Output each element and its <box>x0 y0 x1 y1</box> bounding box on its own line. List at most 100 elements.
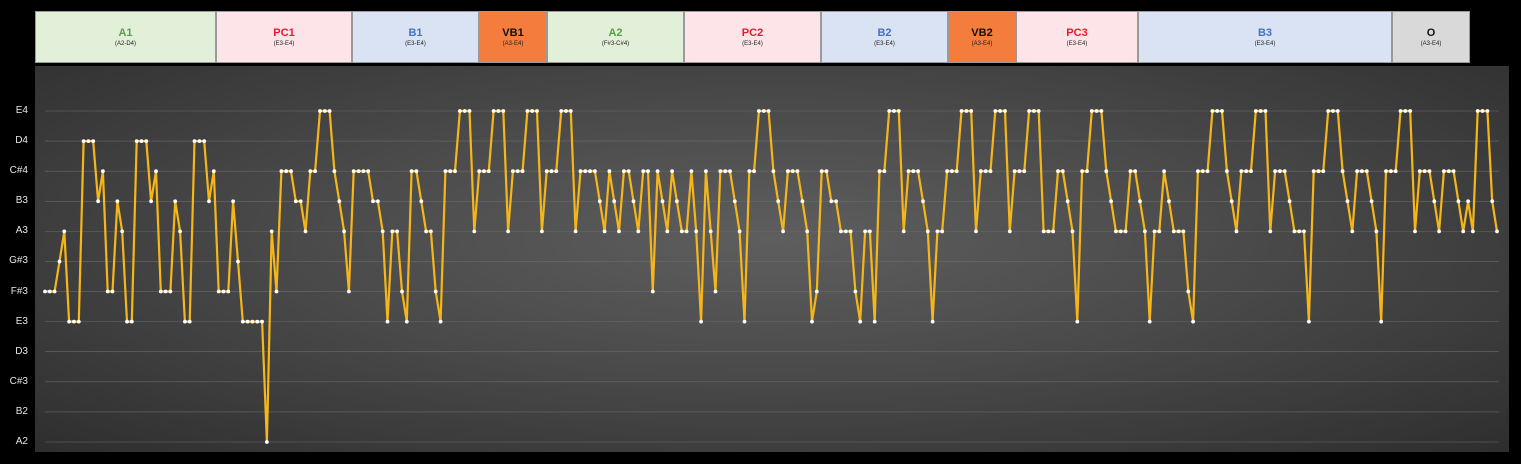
y-tick-label: B2 <box>15 405 28 417</box>
data-point <box>1297 229 1302 234</box>
data-point <box>269 229 274 234</box>
data-point <box>231 199 236 204</box>
y-axis-labels: A2 B2 C#3 D3 E3 F#3 G#3 A3 B3 C#4 D4 E4 <box>0 0 33 464</box>
data-point <box>1413 229 1417 234</box>
data-point <box>81 139 86 144</box>
data-point <box>694 229 699 234</box>
data-point <box>578 169 583 174</box>
data-point <box>602 229 607 234</box>
data-point <box>1007 229 1012 234</box>
data-point <box>1176 229 1181 234</box>
data-point <box>906 169 911 174</box>
data-point <box>380 229 385 234</box>
data-point <box>974 229 978 234</box>
data-point <box>255 319 260 324</box>
data-point <box>1152 229 1157 234</box>
data-point <box>211 169 216 174</box>
data-point <box>877 169 882 174</box>
data-point <box>728 169 732 174</box>
data-point <box>221 289 226 294</box>
data-point <box>1225 169 1229 174</box>
data-point <box>129 319 134 324</box>
data-point <box>154 169 158 174</box>
data-point <box>554 169 559 174</box>
data-point <box>612 199 617 204</box>
section-range: (A2-D4) <box>114 41 136 47</box>
section-name: B2 <box>877 27 892 39</box>
data-point <box>988 169 993 174</box>
data-point <box>1442 169 1446 174</box>
data-point <box>207 199 211 204</box>
section-pc3: PC3 (E3-E4) <box>1016 11 1138 63</box>
data-point <box>1480 109 1485 113</box>
data-point <box>834 199 838 204</box>
data-point <box>515 169 520 174</box>
data-point <box>1138 199 1142 204</box>
data-point <box>1263 109 1268 113</box>
data-point <box>472 229 477 234</box>
data-point <box>1229 199 1234 204</box>
data-point <box>1046 229 1051 234</box>
data-point <box>626 169 631 174</box>
data-point <box>959 109 964 113</box>
data-point <box>67 319 71 324</box>
section-pc1: PC1 (E3-E4) <box>216 11 352 63</box>
data-point <box>202 139 207 144</box>
data-point <box>1036 109 1041 113</box>
data-point <box>366 169 371 174</box>
data-point <box>327 109 332 113</box>
data-point <box>665 229 670 234</box>
data-point <box>940 229 945 234</box>
data-point <box>776 199 781 204</box>
data-point <box>183 319 187 324</box>
section-name: B1 <box>408 27 423 39</box>
data-point <box>892 109 896 113</box>
data-point <box>149 199 154 204</box>
data-point <box>872 319 877 324</box>
y-tick-label: D4 <box>15 135 28 147</box>
data-point <box>62 229 67 234</box>
y-tick-label: F#3 <box>10 285 28 297</box>
data-point <box>482 169 486 174</box>
data-point <box>761 109 766 113</box>
data-point <box>921 199 925 204</box>
data-point <box>1094 109 1099 113</box>
data-point <box>1379 319 1384 324</box>
section-name: PC3 <box>1066 27 1088 39</box>
data-point <box>1041 229 1046 234</box>
data-point <box>433 289 438 294</box>
data-point <box>404 319 409 324</box>
data-point <box>1316 169 1321 174</box>
data-point <box>1340 169 1345 174</box>
section-a2: A2 (F#3-C#4) <box>547 11 684 63</box>
section-a1: A1 (A2-D4) <box>35 11 216 63</box>
data-point <box>43 289 47 294</box>
data-point <box>1075 319 1080 324</box>
data-point <box>583 169 588 174</box>
data-point <box>1114 229 1118 234</box>
data-point <box>1109 199 1113 204</box>
data-point <box>298 199 303 204</box>
data-point <box>1123 229 1128 234</box>
data-point <box>752 169 756 174</box>
section-range: (E3-E4) <box>874 41 895 47</box>
data-point <box>265 440 269 444</box>
data-point <box>293 199 298 204</box>
data-point <box>704 169 708 174</box>
data-point <box>1273 169 1277 174</box>
data-point <box>1196 169 1200 174</box>
section-b1: B1 (E3-E4) <box>352 11 479 63</box>
data-point <box>1326 109 1331 113</box>
y-tick-label: A3 <box>15 225 28 237</box>
data-point <box>226 289 231 294</box>
data-point <box>1133 169 1138 174</box>
data-point <box>414 169 419 174</box>
section-o: O (A3-E4) <box>1392 11 1470 63</box>
data-point <box>139 139 144 144</box>
data-point <box>631 199 636 204</box>
data-point <box>786 169 790 174</box>
data-point <box>1234 229 1239 234</box>
data-point <box>795 169 800 174</box>
data-point <box>1239 169 1244 174</box>
data-point <box>1287 199 1292 204</box>
